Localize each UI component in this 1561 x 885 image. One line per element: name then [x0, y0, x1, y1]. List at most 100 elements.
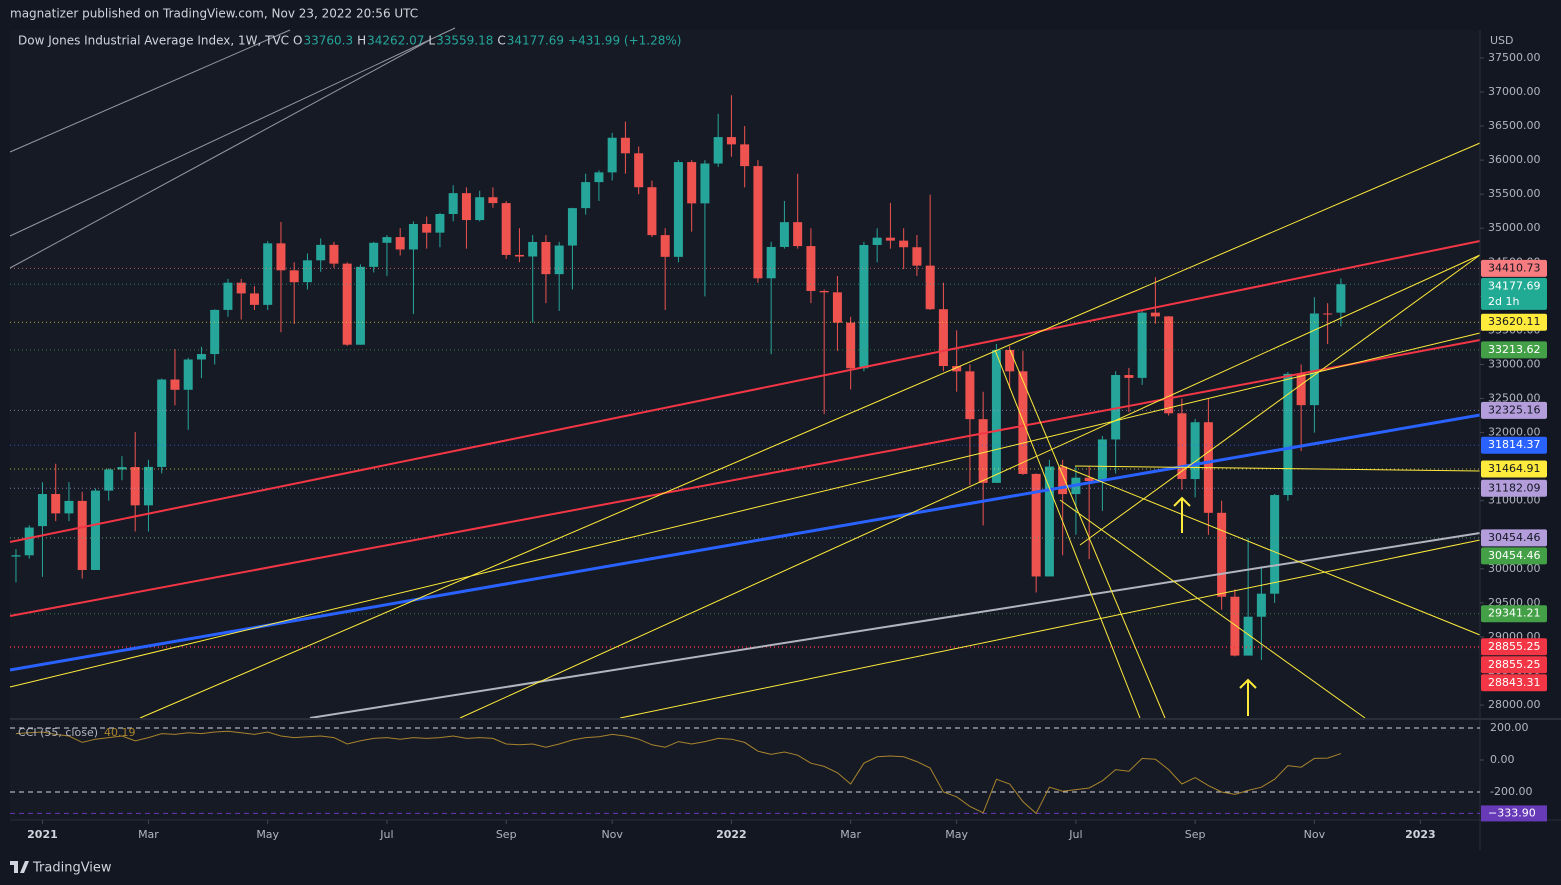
candle-body: [488, 197, 498, 204]
candle-body: [1309, 313, 1319, 406]
y-tick-label: 200.00: [1490, 721, 1529, 734]
candle-body: [846, 322, 856, 369]
arrow: [1239, 678, 1257, 716]
candle-body: [726, 137, 736, 145]
legend-value: 33760.3: [304, 34, 354, 48]
y-tick-label: 36500.00: [1488, 119, 1541, 132]
candle-body: [210, 309, 220, 355]
candle-body: [541, 241, 551, 275]
price-label: 33213.62: [1488, 343, 1541, 356]
price-label-box: [1481, 259, 1547, 277]
candle-body: [978, 419, 988, 483]
candle-body: [422, 224, 432, 233]
candle-body: [1217, 512, 1227, 597]
candle-body: [51, 494, 61, 514]
trend-line: [9, 339, 1481, 617]
y-tick-label: 0.00: [1490, 753, 1515, 766]
candle-body: [1018, 371, 1028, 474]
trend-line: [9, 29, 291, 153]
trend-line: [459, 254, 1481, 719]
candle-body: [1230, 596, 1240, 656]
y-tick-label: 37000.00: [1488, 85, 1541, 98]
candle-body: [90, 490, 100, 570]
y-tick-label: 31000.00: [1488, 494, 1541, 507]
candle-body: [766, 246, 776, 279]
candle-body: [1283, 373, 1293, 496]
candle-body: [899, 240, 909, 248]
candle-body: [607, 137, 617, 173]
trend-line: [9, 332, 1481, 688]
candle-body: [514, 254, 524, 257]
x-tick-label: May: [256, 828, 279, 841]
x-tick-label: Mar: [840, 828, 861, 841]
candle-body: [170, 379, 180, 390]
candle-body: [859, 244, 869, 369]
candle-body: [77, 500, 87, 570]
candle-body: [912, 247, 922, 266]
candle-body: [143, 466, 153, 506]
candle-body: [832, 292, 842, 323]
candle-body: [753, 166, 763, 279]
legend-value: 34177.69: [507, 34, 564, 48]
trend-line: [994, 349, 1141, 719]
price-label: 30454.46: [1488, 531, 1541, 544]
candle-body: [1124, 375, 1134, 378]
candle-body: [183, 359, 193, 390]
candle-body: [1256, 593, 1266, 617]
candle-body: [1005, 349, 1015, 372]
candle-body: [740, 144, 750, 167]
price-label-box: [1481, 605, 1547, 623]
x-tick-label: Nov: [1304, 828, 1326, 841]
candle-body: [819, 290, 829, 293]
candle-body: [581, 182, 591, 209]
price-label: 34410.73: [1488, 261, 1541, 274]
price-label: 31182.09: [1488, 481, 1541, 494]
price-label-box: [1481, 638, 1547, 656]
x-tick-label: May: [945, 828, 968, 841]
legend-key: L: [428, 34, 435, 48]
candle-body: [700, 163, 710, 204]
x-tick-label: Nov: [601, 828, 623, 841]
candle-body: [37, 494, 47, 527]
candle-body: [925, 265, 935, 310]
trend-line: [619, 539, 1481, 719]
indicator-name: CCI (55, close): [18, 726, 98, 739]
legend-key: O: [293, 34, 302, 48]
candle-body: [355, 266, 365, 345]
price-label-box: [1481, 436, 1547, 454]
candle-body: [779, 222, 789, 247]
candle-body: [196, 354, 206, 360]
level-label: −333.90: [1488, 806, 1536, 819]
candle-body: [369, 242, 379, 267]
price-label-box: [1481, 656, 1547, 674]
trend-line: [9, 240, 1481, 543]
brand: TradingView: [32, 861, 112, 876]
candle-body: [249, 293, 259, 305]
price-label: 34177.69: [1488, 279, 1541, 292]
candle-body: [594, 172, 604, 183]
price-label: 28855.25: [1488, 640, 1541, 653]
x-tick-label: Sep: [496, 828, 517, 841]
y-tick-label: 32000.00: [1488, 426, 1541, 439]
candle-body: [236, 282, 246, 294]
candle-body: [620, 137, 630, 154]
candle-body: [634, 153, 644, 188]
candle-body: [382, 237, 392, 243]
candle-body: [104, 469, 114, 491]
candle-body: [528, 241, 538, 257]
price-label-box: [1481, 674, 1547, 692]
candle-body: [1323, 313, 1333, 315]
candle-body: [1270, 495, 1280, 594]
price-labels: 34410.73 34177.69 2d 1h 33620.11 33213.62 323…: [1481, 259, 1547, 692]
drawings: [9, 27, 1481, 719]
candle-body: [647, 187, 657, 236]
candle-body: [1243, 616, 1253, 656]
candle-body: [1164, 316, 1174, 414]
candle-body: [713, 137, 723, 164]
trend-line: [1009, 349, 1166, 719]
y-tick-label: 28000.00: [1488, 698, 1541, 711]
y-tick-label: 37500.00: [1488, 51, 1541, 64]
price-label: 33620.11: [1488, 315, 1541, 328]
candle-body: [554, 245, 564, 275]
